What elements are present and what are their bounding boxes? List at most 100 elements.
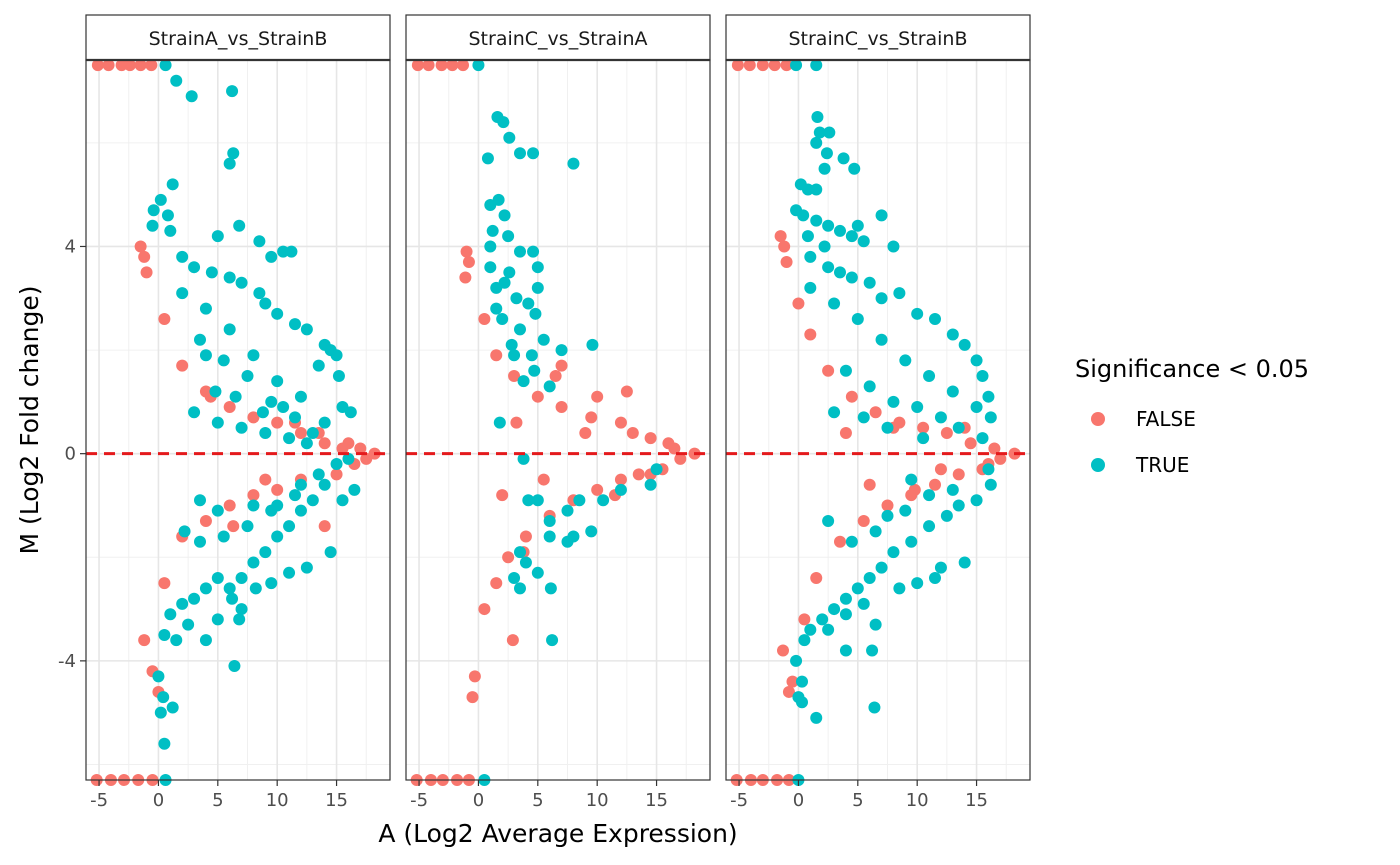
legend-key-false xyxy=(1091,412,1105,426)
point-true xyxy=(472,59,485,72)
point-true xyxy=(946,483,959,496)
point-true xyxy=(289,489,301,502)
point-true xyxy=(223,323,236,336)
panel-background xyxy=(406,60,710,780)
point-true xyxy=(796,696,808,709)
point-false xyxy=(994,452,1007,465)
point-false xyxy=(768,59,781,72)
point-true xyxy=(306,426,319,439)
point-false xyxy=(140,266,153,279)
legend-entry-true: TRUE xyxy=(1091,453,1189,477)
x-tick-label: 5 xyxy=(212,790,223,811)
point-false xyxy=(591,483,604,496)
point-true xyxy=(851,582,864,595)
point-true xyxy=(294,478,307,491)
point-true xyxy=(823,126,836,139)
point-false xyxy=(468,670,481,683)
point-false xyxy=(259,473,272,486)
point-true xyxy=(211,504,224,517)
point-true xyxy=(934,561,947,574)
point-true xyxy=(810,136,823,149)
point-true xyxy=(911,307,924,320)
point-true xyxy=(211,613,224,626)
point-true xyxy=(561,504,574,517)
point-true xyxy=(188,406,201,419)
point-false xyxy=(519,530,532,543)
point-true xyxy=(567,157,580,170)
point-true xyxy=(875,333,888,346)
point-true xyxy=(271,307,284,320)
point-true xyxy=(289,411,301,424)
point-true xyxy=(822,515,835,528)
point-true xyxy=(514,546,526,559)
point-true xyxy=(863,276,876,289)
point-true xyxy=(893,287,906,300)
point-false xyxy=(134,240,147,253)
point-false xyxy=(502,551,515,564)
point-true xyxy=(312,359,325,372)
point-true xyxy=(887,395,900,408)
panel-background xyxy=(86,60,390,780)
point-false xyxy=(662,437,675,450)
point-true xyxy=(294,390,307,403)
point-true xyxy=(265,577,278,590)
point-true xyxy=(899,504,912,517)
point-true xyxy=(332,369,345,382)
point-false xyxy=(585,411,598,424)
point-true xyxy=(277,245,290,258)
point-false xyxy=(294,426,307,439)
point-true xyxy=(848,162,861,175)
point-true xyxy=(497,116,510,129)
point-false xyxy=(134,59,147,72)
point-false xyxy=(857,515,870,528)
point-true xyxy=(233,613,246,626)
point-false xyxy=(614,473,627,486)
point-false xyxy=(845,390,858,403)
point-true xyxy=(514,147,526,160)
point-true xyxy=(502,230,515,243)
point-true xyxy=(508,571,521,584)
point-true xyxy=(199,582,212,595)
point-false xyxy=(782,685,795,698)
point-true xyxy=(597,494,610,507)
point-true xyxy=(810,59,823,72)
point-true xyxy=(790,59,803,72)
point-true xyxy=(147,204,160,217)
y-axis-label: M (Log2 Fold change) xyxy=(15,285,44,554)
point-true xyxy=(976,369,989,382)
point-false xyxy=(271,483,284,496)
point-true xyxy=(481,152,494,165)
point-false xyxy=(792,297,805,310)
point-true xyxy=(235,603,248,616)
point-true xyxy=(247,556,260,569)
point-true xyxy=(857,411,870,424)
point-true xyxy=(644,478,657,491)
point-true xyxy=(528,364,541,377)
point-true xyxy=(176,287,189,300)
legend-key-true xyxy=(1091,458,1105,472)
point-true xyxy=(818,240,831,253)
point-true xyxy=(940,509,953,522)
point-true xyxy=(810,214,823,227)
point-true xyxy=(543,530,556,543)
point-true xyxy=(498,276,511,289)
point-false xyxy=(614,416,627,429)
point-true xyxy=(514,323,526,336)
point-false xyxy=(510,416,523,429)
y-tick-label: -4 xyxy=(58,651,76,672)
point-true xyxy=(796,675,808,688)
point-true xyxy=(863,380,876,393)
point-true xyxy=(875,561,888,574)
point-false xyxy=(777,644,789,657)
point-false xyxy=(435,59,448,72)
point-false xyxy=(138,634,151,647)
point-true xyxy=(804,250,817,263)
point-true xyxy=(813,126,826,139)
point-false xyxy=(934,463,947,476)
point-false xyxy=(756,59,769,72)
point-true xyxy=(271,530,284,543)
point-true xyxy=(344,406,357,419)
x-tick-label: 15 xyxy=(645,790,668,811)
point-true xyxy=(970,401,983,414)
